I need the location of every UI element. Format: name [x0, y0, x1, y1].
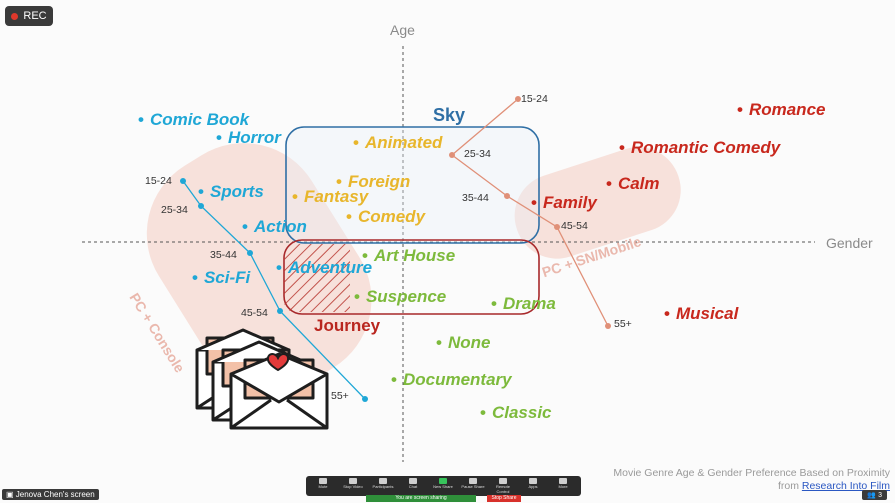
genre-drama: • Drama: [491, 294, 556, 313]
genre-art-house: • Art House: [362, 246, 456, 265]
stop-video-button[interactable]: Stop Video: [340, 478, 366, 494]
genre-classic: • Classic: [480, 403, 552, 422]
left-age-point: [247, 250, 253, 256]
age-label-left: 15-24: [145, 175, 172, 187]
age-label-left: 25-34: [161, 204, 188, 216]
journey-label: Journey: [314, 316, 381, 335]
caption-source-line: from Research Into Film: [613, 480, 890, 493]
age-label-right: 35-44: [462, 192, 489, 204]
age-label-right: 25-34: [464, 148, 491, 160]
hatched-overlap: [284, 244, 350, 312]
genre-sports: • Sports: [198, 182, 264, 201]
genre-comic-book: • Comic Book: [138, 110, 250, 129]
genre-fantasy: • Fantasy: [292, 187, 369, 206]
people-icon: 👥: [867, 492, 879, 499]
age-axis-label: Age: [390, 22, 415, 38]
remote-control-button[interactable]: Remote Control: [490, 478, 516, 494]
genre-action: • Action: [242, 217, 307, 236]
genre-horror: • Horror: [216, 128, 281, 147]
recording-label: REC: [23, 10, 47, 22]
participants-button[interactable]: Participants: [370, 478, 396, 494]
envelopes-icon: [195, 328, 329, 430]
genre-documentary: • Documentary: [391, 370, 512, 389]
left-age-point: [277, 308, 283, 314]
meeting-toolbar: Mute Stop Video Participants Chat New Sh…: [306, 476, 581, 496]
sky-label: Sky: [433, 105, 466, 125]
genre-adventure: • Adventure: [276, 258, 373, 277]
screen-icon: ▣: [6, 490, 16, 499]
pause-share-button[interactable]: Pause Share: [460, 478, 486, 494]
camera-icon: [349, 478, 357, 484]
sky-region: [285, 126, 540, 244]
left-age-point: [180, 178, 186, 184]
participants-count[interactable]: 👥 3: [862, 490, 887, 500]
genre-romantic-comedy: • Romantic Comedy: [619, 138, 781, 157]
age-label-right: 15-24: [521, 93, 548, 105]
new-share-button[interactable]: New Share: [430, 478, 456, 494]
right-age-point: [504, 193, 510, 199]
source-caption: Movie Genre Age & Gender Preference Base…: [613, 467, 890, 493]
genre-suspence: • Suspence: [354, 287, 447, 306]
right-age-point: [515, 96, 521, 102]
genre-family: • Family: [531, 193, 597, 212]
recording-indicator: REC: [5, 6, 53, 26]
genre-none: • None: [436, 333, 491, 352]
genre-musical: • Musical: [664, 304, 739, 323]
microphone-icon: [319, 478, 327, 484]
age-label-left: 35-44: [210, 249, 237, 261]
stop-share-button[interactable]: Stop Share: [487, 495, 521, 502]
apps-button[interactable]: Apps: [520, 478, 546, 494]
share-icon: [439, 478, 447, 484]
genre-comedy: • Comedy: [346, 207, 426, 226]
chat-icon: [409, 478, 417, 484]
age-label-right: 45-54: [561, 220, 588, 232]
apps-icon: [529, 478, 537, 484]
left-age-point: [362, 396, 368, 402]
genre-animated: • Animated: [353, 133, 443, 152]
age-label-left: 45-54: [241, 307, 268, 319]
right-age-point: [605, 323, 611, 329]
age-label-right: 55+: [614, 318, 632, 330]
left-age-point: [198, 203, 204, 209]
genre-romance: • Romance: [737, 100, 826, 119]
sharing-status-bar: You are screen sharing: [366, 495, 476, 502]
genre-calm: • Calm: [606, 174, 660, 193]
more-icon: [559, 478, 567, 484]
genre-sci-fi: • Sci-Fi: [192, 268, 251, 287]
pause-icon: [469, 478, 477, 484]
remote-control-icon: [499, 478, 507, 484]
screen-share-owner: ▣ Jenova Chen's screen: [2, 489, 99, 500]
genre-foreign: • Foreign: [336, 172, 411, 191]
mute-button[interactable]: Mute: [310, 478, 336, 494]
participants-icon: [379, 478, 387, 484]
gender-axis-label: Gender: [826, 235, 873, 251]
caption-line: Movie Genre Age & Gender Preference Base…: [613, 467, 890, 479]
research-into-film-link[interactable]: Research Into Film: [801, 480, 890, 492]
caption-prefix: from: [777, 480, 802, 492]
pc-sn-mobile-region: [514, 147, 681, 259]
right-age-point: [554, 224, 560, 230]
age-label-left: 55+: [331, 390, 349, 402]
right-age-point: [449, 152, 455, 158]
record-dot-icon: [11, 12, 19, 20]
more-button[interactable]: More: [550, 478, 576, 494]
chat-button[interactable]: Chat: [400, 478, 426, 494]
